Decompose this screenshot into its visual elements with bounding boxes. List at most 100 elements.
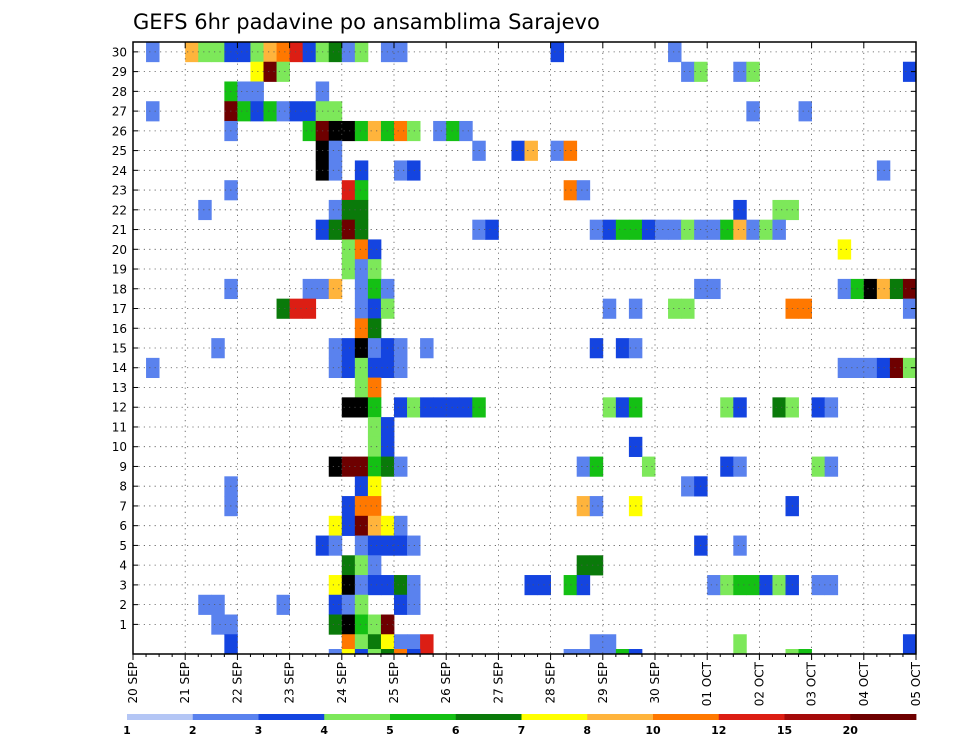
heatmap-cell xyxy=(354,397,369,418)
heatmap-cell xyxy=(341,594,356,615)
heatmap-cell xyxy=(354,42,369,63)
heatmap-cell xyxy=(276,298,290,319)
heatmap-cell xyxy=(354,318,369,339)
heatmap-cell xyxy=(589,555,604,576)
heatmap-cell xyxy=(394,575,408,596)
heatmap-cell xyxy=(407,575,421,596)
heatmap-cell xyxy=(224,634,238,655)
heatmap-cell xyxy=(341,357,356,379)
heatmap-cell xyxy=(250,81,264,102)
heatmap-cell xyxy=(367,456,382,477)
heatmap-cell xyxy=(524,575,538,596)
heatmap-cell xyxy=(341,120,356,142)
heatmap-cell xyxy=(459,120,473,142)
heatmap-cell xyxy=(354,594,369,615)
heatmap-cell xyxy=(772,199,786,221)
x-tick-label: 05 OCT xyxy=(909,661,923,706)
heatmap-cell xyxy=(367,417,382,438)
heatmap-cell xyxy=(354,239,369,260)
heatmap-cell xyxy=(276,101,290,122)
heatmap-cell xyxy=(367,496,382,517)
heatmap-cell xyxy=(211,338,225,359)
heatmap-cell xyxy=(641,456,656,477)
heatmap-cell xyxy=(354,476,369,497)
heatmap-cell xyxy=(902,634,917,655)
y-tick-label: 12 xyxy=(112,401,127,415)
heatmap-cell xyxy=(863,357,878,379)
heatmap-cell xyxy=(485,219,499,240)
heatmap-cell xyxy=(211,614,225,635)
heatmap-cell xyxy=(289,298,304,319)
heatmap-cell xyxy=(615,219,630,240)
heatmap-cell xyxy=(615,649,630,655)
heatmap-cell xyxy=(354,278,369,300)
heatmap-cell xyxy=(354,456,369,477)
heatmap-cell xyxy=(394,594,408,615)
legend-color-swatch xyxy=(718,714,785,720)
heatmap-cell xyxy=(733,397,747,418)
heatmap-cell xyxy=(328,140,343,161)
heatmap-cell xyxy=(772,397,786,418)
heatmap-cell xyxy=(550,42,565,63)
heatmap-cell xyxy=(354,357,369,379)
legend-color-swatch xyxy=(258,714,325,720)
heatmap-cell xyxy=(589,496,604,517)
heatmap-cell xyxy=(420,634,434,655)
heatmap-cell xyxy=(354,120,369,142)
heatmap-cell xyxy=(576,575,591,596)
heatmap-cell xyxy=(289,101,304,122)
x-tick-label: 26 SEP xyxy=(439,662,453,704)
heatmap-cell xyxy=(759,575,773,596)
heatmap-cell xyxy=(341,575,356,596)
heatmap-cell xyxy=(733,535,747,556)
heatmap-cell xyxy=(328,160,343,181)
legend-label: 8 xyxy=(583,724,591,737)
heatmap-cell xyxy=(328,515,343,536)
heatmap-cell xyxy=(720,456,734,477)
y-tick-label: 20 xyxy=(112,243,127,257)
heatmap-cell xyxy=(341,219,356,240)
legend-color-swatch xyxy=(324,714,391,720)
y-tick-label: 8 xyxy=(119,480,127,494)
heatmap-cell xyxy=(394,456,408,477)
heatmap-cell xyxy=(563,575,578,596)
heatmap-cell xyxy=(367,298,382,319)
heatmap-cell xyxy=(876,357,891,379)
legend-color-swatch xyxy=(587,714,654,720)
x-tick-label: 28 SEP xyxy=(544,662,558,704)
heatmap-cell xyxy=(733,61,747,82)
heatmap-cell xyxy=(837,239,852,260)
heatmap-cell xyxy=(328,101,343,122)
heatmap-cell xyxy=(602,397,617,418)
heatmap-cell xyxy=(341,397,356,418)
heatmap-cell xyxy=(367,357,382,379)
heatmap-cell xyxy=(707,278,721,300)
heatmap-cell xyxy=(367,377,382,398)
heatmap-cell xyxy=(837,278,852,300)
heatmap-cell xyxy=(354,496,369,517)
heatmap-cell xyxy=(837,357,852,379)
legend-color-swatch xyxy=(390,714,457,720)
heatmap-cell xyxy=(446,120,460,142)
heatmap-cell xyxy=(420,397,434,418)
heatmap-cell xyxy=(746,61,760,82)
heatmap-cell xyxy=(341,456,356,477)
heatmap-cell xyxy=(563,180,578,201)
heatmap-cell xyxy=(394,535,408,556)
grid-lines xyxy=(133,42,916,654)
heatmap-cell xyxy=(772,575,786,596)
legend-color-swatch xyxy=(653,714,720,720)
heatmap-cell xyxy=(276,42,290,63)
heatmap-cell xyxy=(798,298,812,319)
heatmap-cell xyxy=(746,219,760,240)
heatmap-cell xyxy=(263,101,277,122)
heatmap-cell xyxy=(550,140,565,161)
y-tick-label: 16 xyxy=(112,322,127,336)
y-tick-label: 25 xyxy=(112,144,127,158)
heatmap-cell xyxy=(668,298,682,319)
heatmap-cell xyxy=(328,338,343,359)
x-tick-label: 30 SEP xyxy=(648,662,662,704)
heatmap-cell xyxy=(367,575,382,596)
heatmap-cell xyxy=(433,397,447,418)
x-tick-label: 03 OCT xyxy=(805,661,819,706)
